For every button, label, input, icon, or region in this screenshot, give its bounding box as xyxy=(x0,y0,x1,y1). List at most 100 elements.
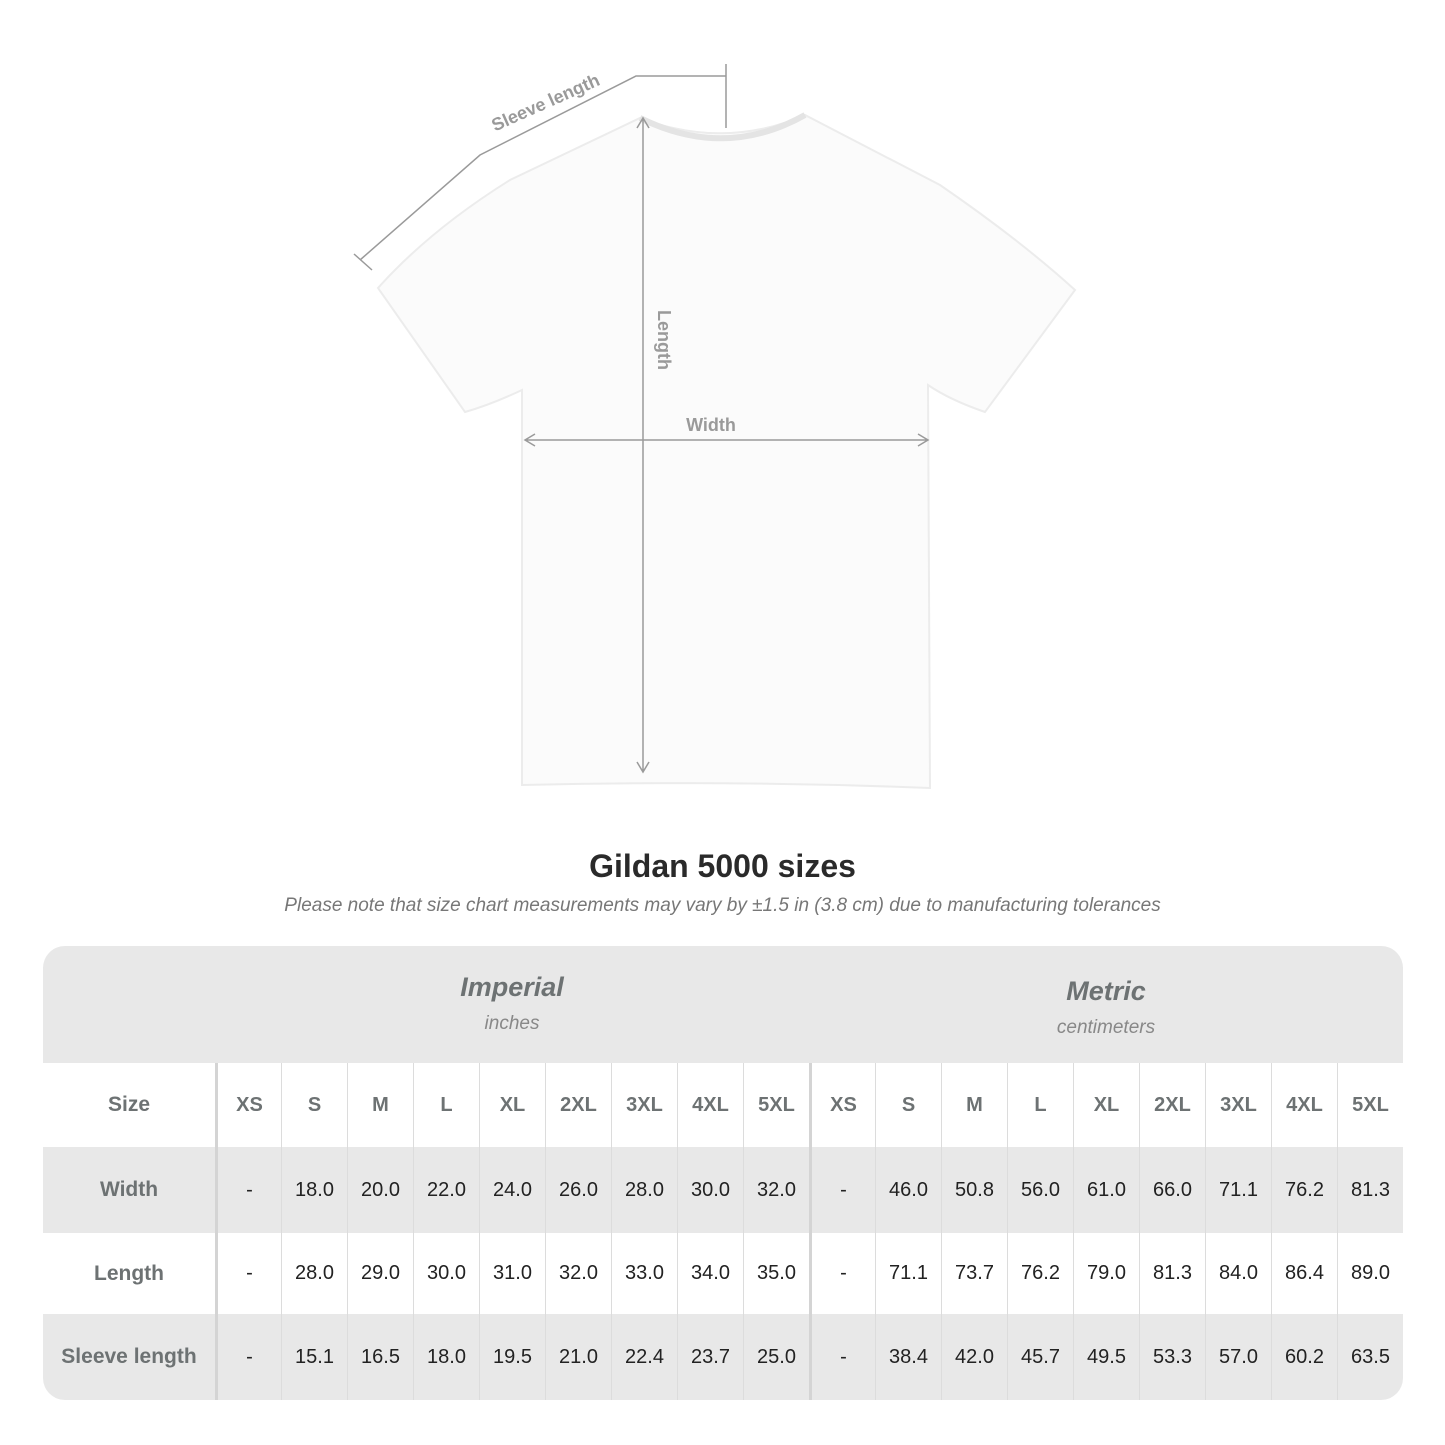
table-row: Sleeve length -15.1 16.5 18.0 19.5 21.0 22.4 23… xyxy=(43,1314,1403,1400)
imperial-value-cell: - xyxy=(215,1314,281,1400)
metric-value-cell: 73.7 xyxy=(941,1233,1007,1314)
imperial-value-cell: 28.0 xyxy=(281,1233,347,1314)
imperial-value-cell: 34.0 xyxy=(677,1233,743,1314)
metric-unit: centimeters xyxy=(1056,1017,1156,1038)
imperial-value-cell: - xyxy=(215,1233,281,1314)
size-column-header: 2XL xyxy=(1139,1063,1205,1147)
metric-value-cell: 38.4 xyxy=(875,1314,941,1400)
imperial-value-cell: 32.0 xyxy=(743,1147,809,1233)
imperial-value-cell: 21.0 xyxy=(545,1314,611,1400)
metric-value-cell: 63.5 xyxy=(1337,1314,1403,1400)
imperial-value-cell: 35.0 xyxy=(743,1233,809,1314)
metric-title: Metric xyxy=(1066,976,1146,1006)
metric-value-cell: 42.0 xyxy=(941,1314,1007,1400)
sleeve-length-label: Sleeve length xyxy=(488,70,602,135)
size-column-header: 3XL xyxy=(1205,1063,1271,1147)
metric-value-cell: - xyxy=(809,1314,875,1400)
imperial-value-cell: 19.5 xyxy=(479,1314,545,1400)
imperial-value-cell: 30.0 xyxy=(677,1147,743,1233)
metric-value-cell: 60.2 xyxy=(1271,1314,1337,1400)
tshirt-collar xyxy=(638,112,807,142)
size-column-header: XL xyxy=(1073,1063,1139,1147)
imperial-value-cell: 20.0 xyxy=(347,1147,413,1233)
size-column-header: XS xyxy=(215,1063,281,1147)
size-column-header: 2XL xyxy=(545,1063,611,1147)
length-label: Length xyxy=(654,310,674,370)
imperial-value-cell: 18.0 xyxy=(281,1147,347,1233)
metric-value-cell: 66.0 xyxy=(1139,1147,1205,1233)
size-column-header: L xyxy=(1007,1063,1073,1147)
size-label: Size xyxy=(107,1093,151,1116)
metric-value-cell: 76.2 xyxy=(1271,1147,1337,1233)
metric-value-cell: 50.8 xyxy=(941,1147,1007,1233)
metric-value-cell: 76.2 xyxy=(1007,1233,1073,1314)
metric-value-cell: 79.0 xyxy=(1073,1233,1139,1314)
imperial-value-cell: 16.5 xyxy=(347,1314,413,1400)
width-measure-line xyxy=(523,433,930,447)
imperial-value-cell: 32.0 xyxy=(545,1233,611,1314)
imperial-value-cell: 29.0 xyxy=(347,1233,413,1314)
metric-value-cell: 45.7 xyxy=(1007,1314,1073,1400)
metric-value-cell: 71.1 xyxy=(1205,1147,1271,1233)
size-column-header: M xyxy=(347,1063,413,1147)
metric-value-cell: 49.5 xyxy=(1073,1314,1139,1400)
units-header: Imperial inches Metric centimeters xyxy=(43,946,1403,1063)
metric-value-cell: 46.0 xyxy=(875,1147,941,1233)
metric-value-cell: 81.3 xyxy=(1139,1233,1205,1314)
metric-value-cell: 86.4 xyxy=(1271,1233,1337,1314)
size-table: Imperial inches Metric centimeters Size X… xyxy=(43,946,1403,1400)
table-row: Length -28.0 29.0 30.0 31.0 32.0 33.0 34.0 35.0-… xyxy=(43,1233,1403,1314)
size-column-header: M xyxy=(941,1063,1007,1147)
length-measure-line xyxy=(636,116,650,774)
metric-value-cell: 53.3 xyxy=(1139,1314,1205,1400)
width-label: Width xyxy=(686,415,736,435)
metric-value-cell: 81.3 xyxy=(1337,1147,1403,1233)
imperial-value-cell: 30.0 xyxy=(413,1233,479,1314)
imperial-value-cell: - xyxy=(215,1147,281,1233)
metric-value-cell: 84.0 xyxy=(1205,1233,1271,1314)
imperial-value-cell: 22.0 xyxy=(413,1147,479,1233)
size-column-header: S xyxy=(875,1063,941,1147)
imperial-unit: inches xyxy=(484,1013,540,1034)
metric-value-cell: 56.0 xyxy=(1007,1147,1073,1233)
metric-value-cell: - xyxy=(809,1233,875,1314)
metric-value-cell: 61.0 xyxy=(1073,1147,1139,1233)
imperial-value-cell: 25.0 xyxy=(743,1314,809,1400)
table-row: Width -18.0 20.0 22.0 24.0 26.0 28.0 30.0 32.0-4… xyxy=(43,1147,1403,1233)
metric-value-cell: 71.1 xyxy=(875,1233,941,1314)
imperial-value-cell: 18.0 xyxy=(413,1314,479,1400)
size-header-row: Size XS S M L XL 2XL 3XL 4XL 5XL XS S M L XL 2XL 3XL 4XL 5… xyxy=(43,1063,1403,1147)
metric-value-cell: 57.0 xyxy=(1205,1314,1271,1400)
imperial-value-cell: 28.0 xyxy=(611,1147,677,1233)
tshirt-shape xyxy=(376,113,1077,790)
row-label: Sleeve length xyxy=(61,1345,197,1368)
size-column-header: 4XL xyxy=(677,1063,743,1147)
imperial-value-cell: 33.0 xyxy=(611,1233,677,1314)
size-column-header: 5XL xyxy=(743,1063,809,1147)
tshirt-diagram: Sleeve length Length Width xyxy=(353,64,1077,790)
metric-value-cell: 89.0 xyxy=(1337,1233,1403,1314)
size-column-header: 5XL xyxy=(1337,1063,1403,1147)
imperial-value-cell: 22.4 xyxy=(611,1314,677,1400)
size-column-header: XL xyxy=(479,1063,545,1147)
row-label: Width xyxy=(99,1178,159,1201)
imperial-value-cell: 26.0 xyxy=(545,1147,611,1233)
imperial-value-cell: 23.7 xyxy=(677,1314,743,1400)
size-column-header: 3XL xyxy=(611,1063,677,1147)
size-column-header: 4XL xyxy=(1271,1063,1337,1147)
imperial-value-cell: 24.0 xyxy=(479,1147,545,1233)
imperial-value-cell: 31.0 xyxy=(479,1233,545,1314)
size-column-header: L xyxy=(413,1063,479,1147)
size-column-header: XS xyxy=(809,1063,875,1147)
page-title: Gildan 5000 sizes xyxy=(589,848,856,884)
imperial-value-cell: 15.1 xyxy=(281,1314,347,1400)
imperial-title: Imperial xyxy=(460,972,564,1002)
sleeve-measure-end xyxy=(353,64,727,271)
tolerance-note: Please note that size chart measurements… xyxy=(284,895,1161,916)
sleeve-measure-line xyxy=(359,75,726,261)
imperial-header: Imperial inches xyxy=(215,972,809,1035)
metric-value-cell: - xyxy=(809,1147,875,1233)
row-label: Length xyxy=(94,1261,164,1285)
size-column-header: S xyxy=(281,1063,347,1147)
metric-header: Metric centimeters xyxy=(809,976,1403,1039)
